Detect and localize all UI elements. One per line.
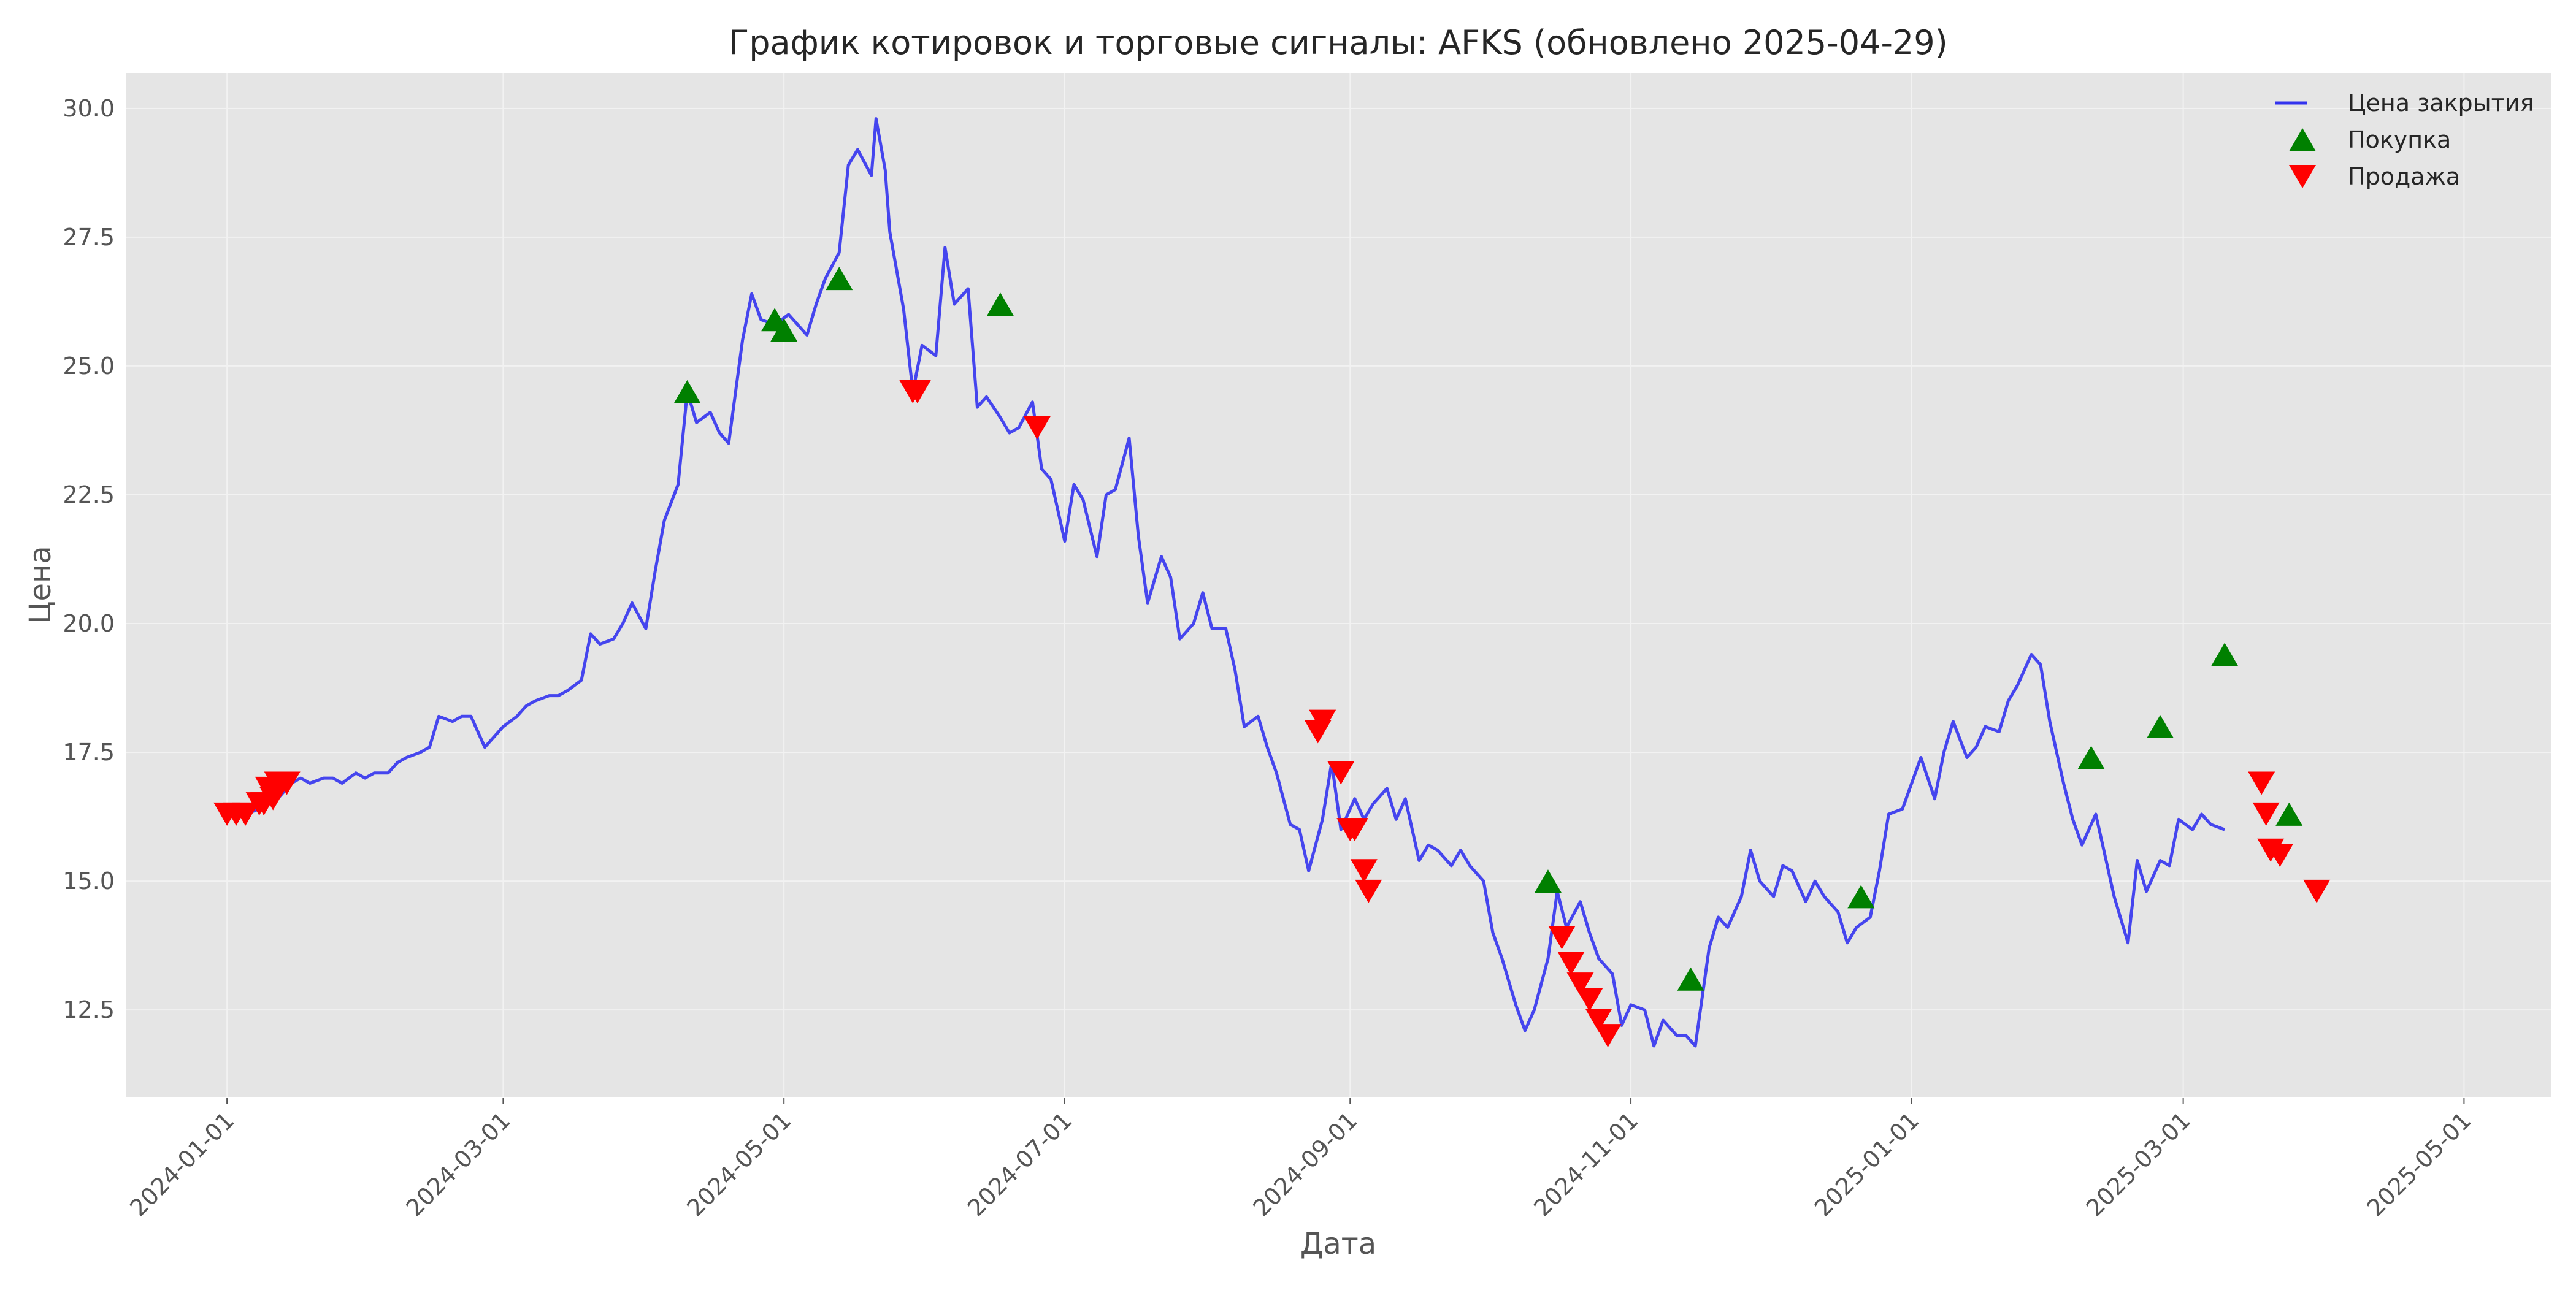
buy-signal-marker (2077, 746, 2105, 769)
buy-signal-marker (826, 267, 853, 291)
sell-signal-marker (1566, 972, 1594, 996)
buy-signal-marker (1534, 869, 1562, 893)
buy-signal-marker (2211, 643, 2239, 666)
legend-label: Цена закрытия (2348, 90, 2534, 116)
sell-signal-marker (1327, 761, 1355, 785)
y-tick-label: 22.5 (63, 481, 115, 508)
sell-signal-marker (1548, 926, 1576, 950)
sell-signal-marker (2266, 844, 2294, 868)
sell-signal-marker (1585, 1008, 1612, 1032)
buy-signal-marker (673, 380, 701, 403)
buy-signal-marker (1677, 967, 1704, 991)
sell-signal-marker (273, 771, 301, 795)
chart-title: График котировок и торговые сигналы: AFK… (729, 23, 1947, 62)
sell-signal-marker (232, 802, 259, 826)
plot-frame (125, 72, 2552, 1098)
buy-signal-marker (1847, 885, 1875, 909)
sell-signal-marker (259, 787, 287, 811)
legend-label: Продажа (2348, 163, 2460, 190)
legend-label: Покупка (2348, 126, 2451, 153)
plot-area (126, 72, 2551, 1097)
y-tick-label: 25.0 (63, 353, 115, 380)
x-axis-label: Дата (1300, 1227, 1376, 1261)
y-tick-label: 12.5 (63, 996, 115, 1023)
buy-signal-marker (986, 292, 1014, 316)
sell-signal-marker (2303, 879, 2331, 903)
legend-swatch-buy (2289, 128, 2316, 151)
sell-signal-marker (1594, 1024, 1622, 1048)
y-tick-label: 27.5 (63, 224, 115, 251)
sell-signal-marker (1023, 416, 1051, 440)
legend: Цена закрытия Покупка Продажа (2275, 90, 2534, 190)
y-tick-label: 15.0 (63, 868, 115, 895)
series-line-close-price (235, 117, 2226, 1048)
legend-swatch-sell (2289, 165, 2316, 188)
grid-layer (126, 72, 2551, 1097)
buy-signal-marker (770, 318, 798, 342)
sell-signal-marker (2248, 771, 2275, 795)
sell-signal-marker (1341, 818, 1368, 842)
sell-signal-marker (903, 380, 931, 403)
y-tick-label: 20.0 (63, 610, 115, 637)
sell-signal-marker (1576, 988, 1603, 1012)
sell-signal-marker (1355, 879, 1382, 903)
buy-signal-marker (2147, 715, 2174, 739)
sell-signal-marker (1309, 709, 1336, 733)
buy-signal-marker (2275, 802, 2303, 826)
y-tick-label: 17.5 (63, 739, 115, 766)
sell-signal-marker (1350, 859, 1378, 883)
y-tick-label: 30.0 (63, 95, 115, 122)
sell-signal-marker (1557, 952, 1585, 975)
sell-signal-marker (2252, 802, 2280, 826)
series-layer (213, 117, 2331, 1048)
y-axis-label: Цена (23, 546, 58, 624)
